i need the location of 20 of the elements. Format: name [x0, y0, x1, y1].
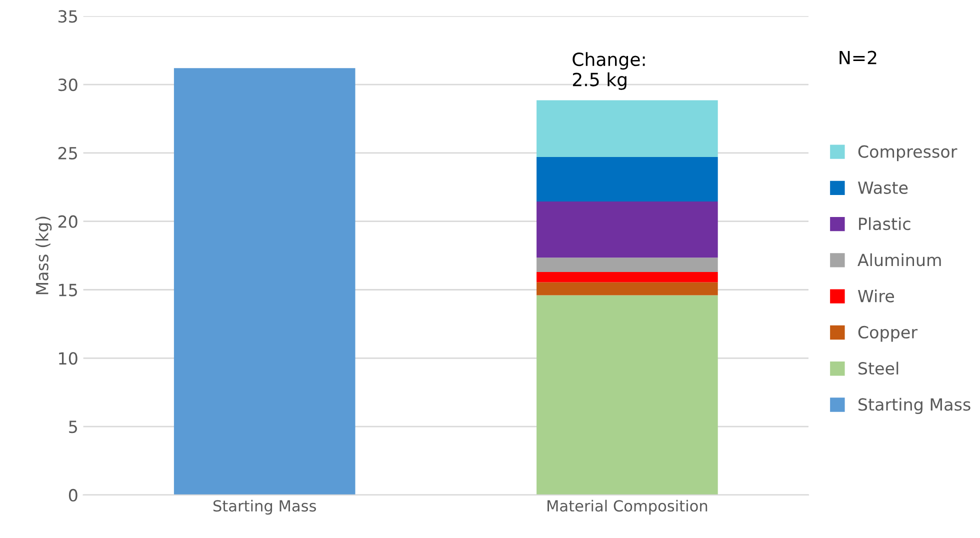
legend-label: Aluminum [858, 253, 941, 266]
legend-label: Plastic [859, 217, 910, 230]
legend-label: Wire [858, 289, 894, 302]
legend-label: Waste [858, 182, 908, 194]
y-tick-label: 15 [59, 284, 77, 296]
y-tick-label: 25 [58, 146, 77, 160]
legend-label: Copper [858, 326, 918, 342]
y-axis-title: Mass (kg) [36, 216, 52, 294]
x-tick-label: Material Composition [548, 500, 708, 515]
y-tick-label: 20 [58, 215, 78, 228]
y-tick-label: 0 [68, 488, 78, 502]
text: N=2 [840, 50, 876, 64]
y-tick-label: 35 [58, 10, 77, 23]
legend-label: Starting Mass [858, 398, 970, 414]
legend-label: Compressor [858, 145, 958, 162]
y-tick-label: 5 [69, 420, 77, 434]
legend-label: Steel [858, 362, 898, 375]
y-tick-label: 30 [58, 78, 78, 92]
y-tick-label: 10 [59, 352, 78, 365]
annotation: Change: 2.5 kg [572, 52, 645, 90]
